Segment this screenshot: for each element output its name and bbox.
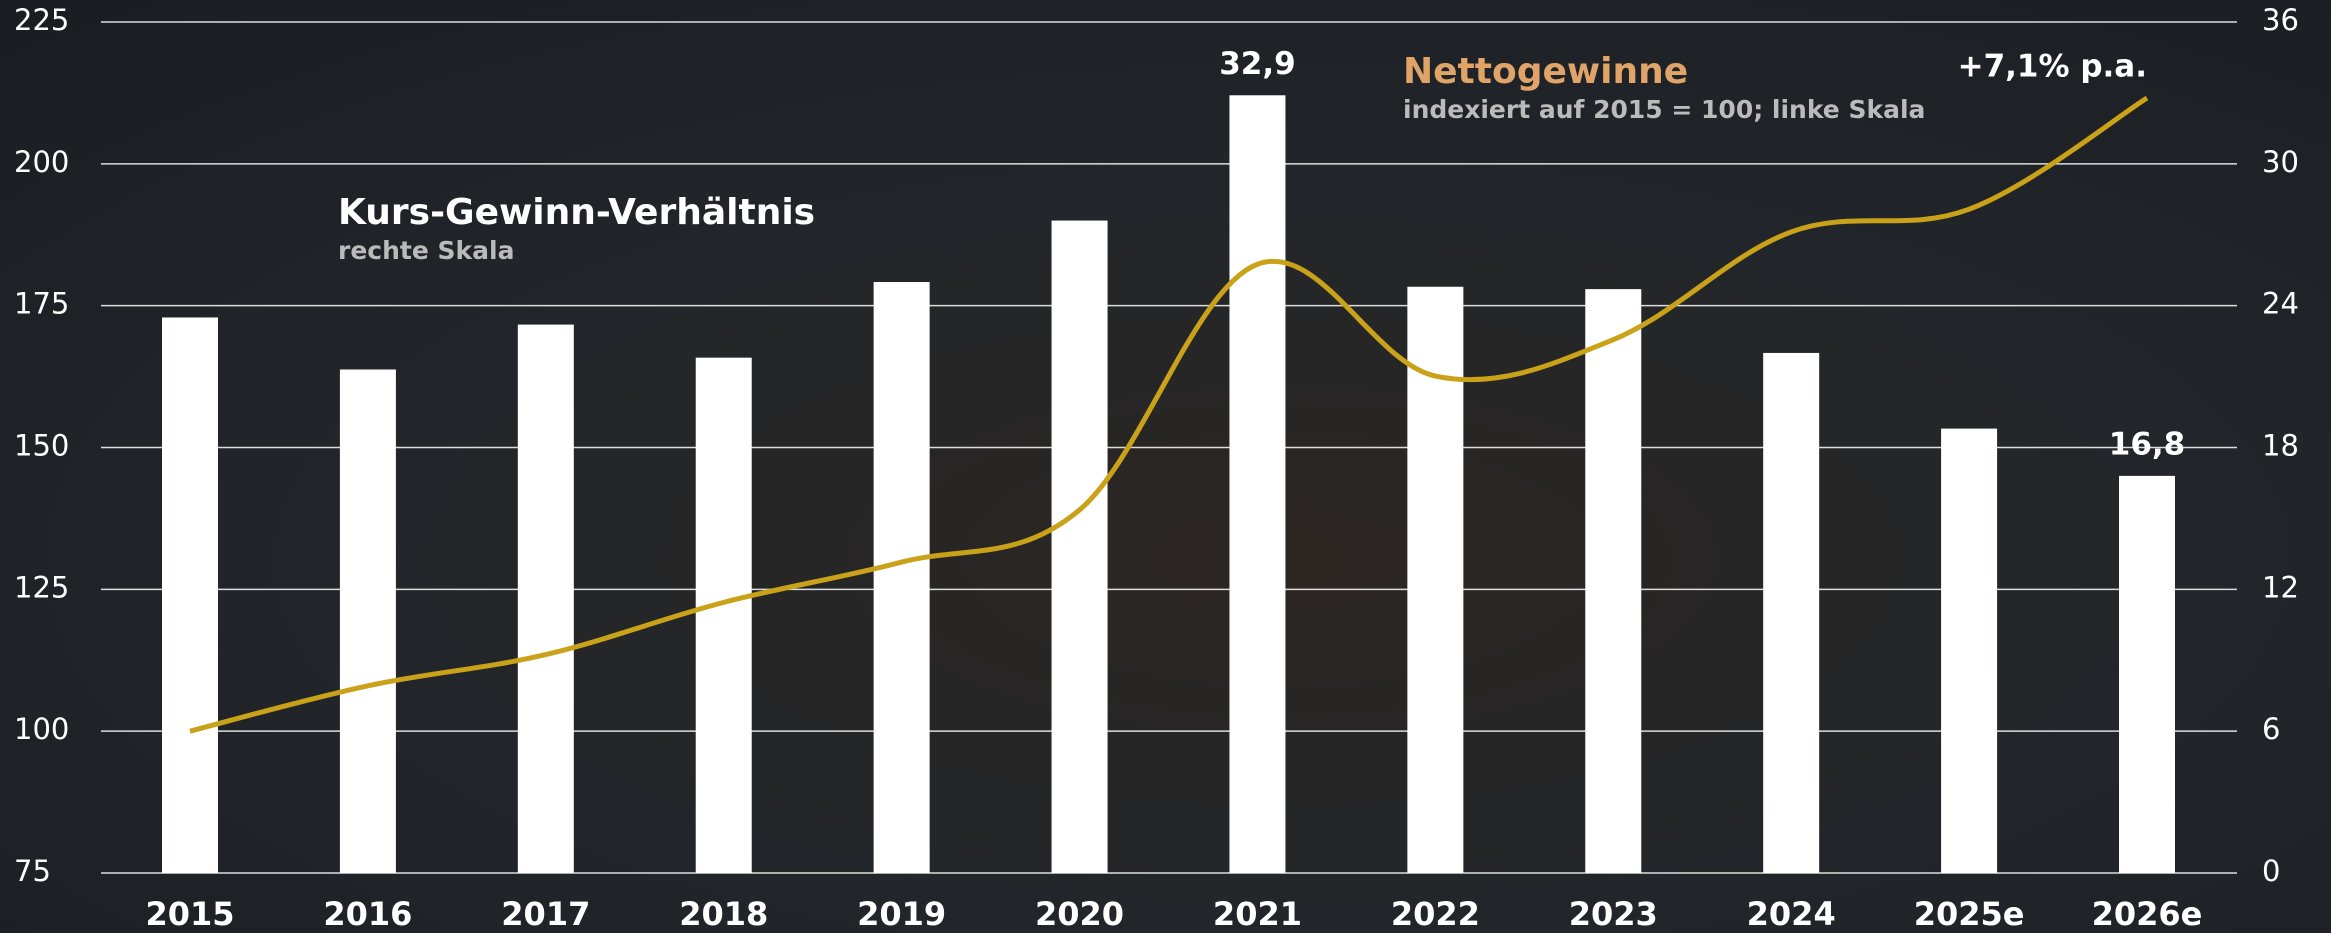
x-tick-label: 2016 <box>323 895 412 933</box>
y2-tick-label: 0 <box>2262 854 2280 888</box>
y2-tick-label: 12 <box>2262 570 2299 604</box>
bar-legend-title: Kurs-Gewinn-Verhältnis <box>338 192 815 233</box>
x-tick-label: 2026e <box>2092 895 2203 933</box>
bar <box>696 358 752 873</box>
bar <box>1941 429 1997 873</box>
bar <box>2119 476 2175 873</box>
value-label: 32,9 <box>1219 46 1296 82</box>
y2-tick-label: 24 <box>2262 287 2299 321</box>
value-label: 16,8 <box>2109 426 2186 462</box>
y2-tick-label: 18 <box>2262 429 2299 463</box>
y-tick-label: 100 <box>14 712 69 746</box>
x-tick-label: 2020 <box>1035 895 1124 933</box>
bar <box>162 317 218 873</box>
y-tick-label: 200 <box>14 145 69 179</box>
bar <box>1052 221 1108 873</box>
y-tick-label: 125 <box>14 570 69 604</box>
page: Kurs-Gewinn-Verhältnis rechte Skala Nett… <box>0 0 2331 933</box>
y-tick-label: 75 <box>14 854 51 888</box>
bar <box>340 369 396 873</box>
x-tick-label: 2022 <box>1391 895 1480 933</box>
y-tick-label: 175 <box>14 287 69 321</box>
bar <box>1229 95 1285 873</box>
y2-tick-label: 30 <box>2262 145 2299 179</box>
x-tick-label: 2023 <box>1569 895 1658 933</box>
y-tick-label: 150 <box>14 429 69 463</box>
x-tick-label: 2024 <box>1747 895 1836 933</box>
y2-tick-label: 6 <box>2262 712 2280 746</box>
x-tick-label: 2015 <box>145 895 234 933</box>
y2-tick-label: 36 <box>2262 3 2299 37</box>
x-tick-label: 2025e <box>1914 895 2025 933</box>
x-tick-label: 2021 <box>1213 895 1302 933</box>
x-tick-label: 2019 <box>857 895 946 933</box>
line-legend-note: indexiert auf 2015 = 100; linke Skala <box>1403 95 1925 124</box>
annotation: +7,1% p.a. <box>1958 49 2147 85</box>
bar <box>518 325 574 873</box>
line-legend-title: Nettogewinne <box>1403 51 1688 92</box>
x-tick-label: 2018 <box>679 895 768 933</box>
x-tick-label: 2017 <box>501 895 590 933</box>
chart: Kurs-Gewinn-Verhältnis rechte Skala Nett… <box>0 0 2331 933</box>
bar <box>874 282 930 873</box>
bar <box>1585 289 1641 873</box>
y-tick-label: 225 <box>14 3 69 37</box>
bar <box>1763 353 1819 873</box>
bar-legend-note: rechte Skala <box>338 236 514 265</box>
